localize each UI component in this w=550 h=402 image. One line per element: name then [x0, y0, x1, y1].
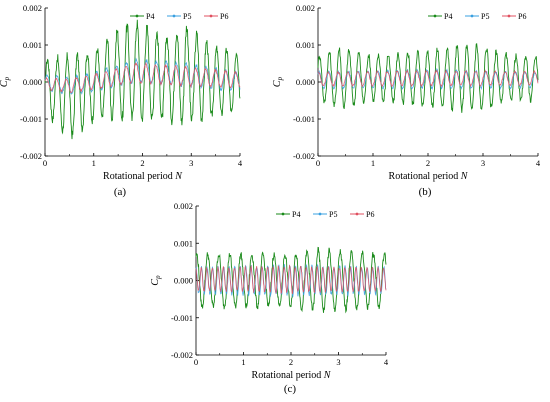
series-line-p6	[195, 264, 387, 295]
chart-panel-2: -0.002 -0.001 0.000 0.001 0.002 0 1 2 3 4 P4 P5 P6 Ro…	[150, 201, 389, 395]
x-tick-label: 4	[536, 158, 541, 168]
y-tick-label: 0.001	[296, 40, 315, 50]
legend-marker-p4	[433, 14, 437, 18]
series-line-p5	[317, 67, 539, 91]
legend-label-p6: P6	[518, 12, 526, 21]
y-tick-label: 0.001	[23, 40, 42, 50]
panel-label: (c)	[284, 383, 297, 395]
legend-label-p5: P5	[183, 12, 191, 21]
x-tick-label: 3	[336, 357, 340, 367]
x-axis-label: Rotational period N	[389, 171, 469, 182]
y-tick-label: -0.001	[20, 114, 42, 124]
x-tick-label: 4	[238, 158, 243, 168]
y-tick-label: 0.002	[174, 201, 193, 211]
chart-panel-1: -0.002 -0.001 0.000 0.001 0.002 0 1 2 3 4 P4 P5 P6 Ro…	[272, 3, 541, 198]
legend-marker-p4	[135, 14, 139, 18]
y-tick-label: -0.002	[171, 350, 193, 360]
series-line-p4	[44, 19, 241, 140]
legend-label-p5: P5	[481, 12, 489, 21]
y-tick-label: 0.001	[174, 238, 193, 248]
y-axis-label: Cp	[150, 275, 162, 286]
x-tick-label: 0	[194, 357, 198, 367]
x-tick-label: 2	[289, 357, 293, 367]
panel-label: (a)	[114, 186, 127, 198]
y-tick-label: 0.002	[296, 3, 315, 13]
x-axis-label: Rotational period N	[252, 370, 332, 381]
y-tick-label: -0.002	[20, 151, 42, 161]
legend-marker-p5	[470, 14, 474, 18]
x-tick-label: 2	[426, 158, 430, 168]
legend-label-p6: P6	[220, 12, 228, 21]
legend-marker-p6	[355, 212, 359, 216]
y-tick-label: 0.002	[23, 3, 42, 13]
chart-panel-0: -0.002 -0.001 0.000 0.001 0.002 0 1 2 3 4 P4 P5 P6 Ro…	[0, 3, 243, 198]
x-tick-label: 0	[43, 158, 47, 168]
legend-marker-p5	[172, 14, 176, 18]
y-axis-label: Cp	[0, 76, 11, 87]
y-tick-label: 0.000	[23, 77, 42, 87]
y-tick-label: -0.002	[293, 151, 315, 161]
legend-label-p5: P5	[329, 210, 337, 219]
legend-marker-p6	[209, 14, 213, 18]
x-tick-label: 3	[189, 158, 193, 168]
legend-marker-p4	[281, 212, 285, 216]
y-tick-label: 0.000	[296, 77, 315, 87]
y-axis-label: Cp	[272, 76, 284, 87]
legend-label-p4: P4	[146, 12, 154, 21]
x-tick-label: 0	[316, 158, 320, 168]
y-tick-label: -0.001	[293, 114, 315, 124]
panel-label: (b)	[419, 186, 432, 198]
x-axis-label: Rotational period N	[103, 171, 183, 182]
series-line-p6	[317, 69, 539, 88]
x-tick-label: 1	[241, 357, 245, 367]
x-tick-label: 1	[371, 158, 375, 168]
x-tick-label: 1	[92, 158, 96, 168]
legend-marker-p5	[318, 212, 322, 216]
y-tick-label: -0.001	[171, 313, 193, 323]
series-line-p6	[44, 61, 241, 94]
x-tick-label: 3	[481, 158, 485, 168]
legend-label-p6: P6	[366, 210, 374, 219]
legend-marker-p6	[507, 14, 511, 18]
series-line-p4	[317, 43, 539, 113]
x-tick-label: 2	[140, 158, 144, 168]
y-tick-label: 0.000	[174, 276, 193, 286]
legend-label-p4: P4	[292, 210, 300, 219]
x-tick-label: 4	[384, 357, 389, 367]
legend-label-p4: P4	[444, 12, 452, 21]
